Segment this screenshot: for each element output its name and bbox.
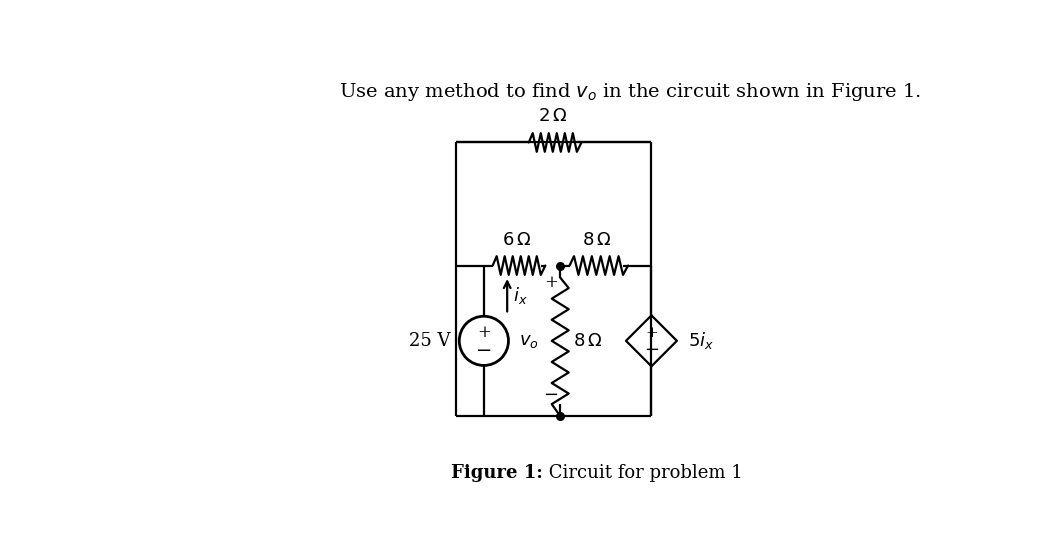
Text: Figure 1:: Figure 1: xyxy=(452,464,543,483)
Text: $8\,\Omega$: $8\,\Omega$ xyxy=(582,231,611,250)
Text: −: − xyxy=(643,341,659,359)
Text: +: + xyxy=(477,324,491,341)
Text: $6\,\Omega$: $6\,\Omega$ xyxy=(502,231,531,250)
Text: +: + xyxy=(544,274,558,291)
Text: Use any method to find $v_o$ in the circuit shown in Figure 1.: Use any method to find $v_o$ in the circ… xyxy=(339,81,921,103)
Text: $5i_x$: $5i_x$ xyxy=(688,331,713,352)
Text: −: − xyxy=(544,386,559,404)
Text: $v_o$: $v_o$ xyxy=(518,332,538,350)
Text: $i_x$: $i_x$ xyxy=(513,285,527,306)
Text: $2\,\Omega$: $2\,\Omega$ xyxy=(538,107,567,125)
Text: −: − xyxy=(476,342,492,360)
Text: 25 V: 25 V xyxy=(409,332,450,350)
Text: $8\,\Omega$: $8\,\Omega$ xyxy=(573,332,602,350)
Text: +: + xyxy=(646,326,658,340)
Text: Circuit for problem 1: Circuit for problem 1 xyxy=(543,464,743,483)
